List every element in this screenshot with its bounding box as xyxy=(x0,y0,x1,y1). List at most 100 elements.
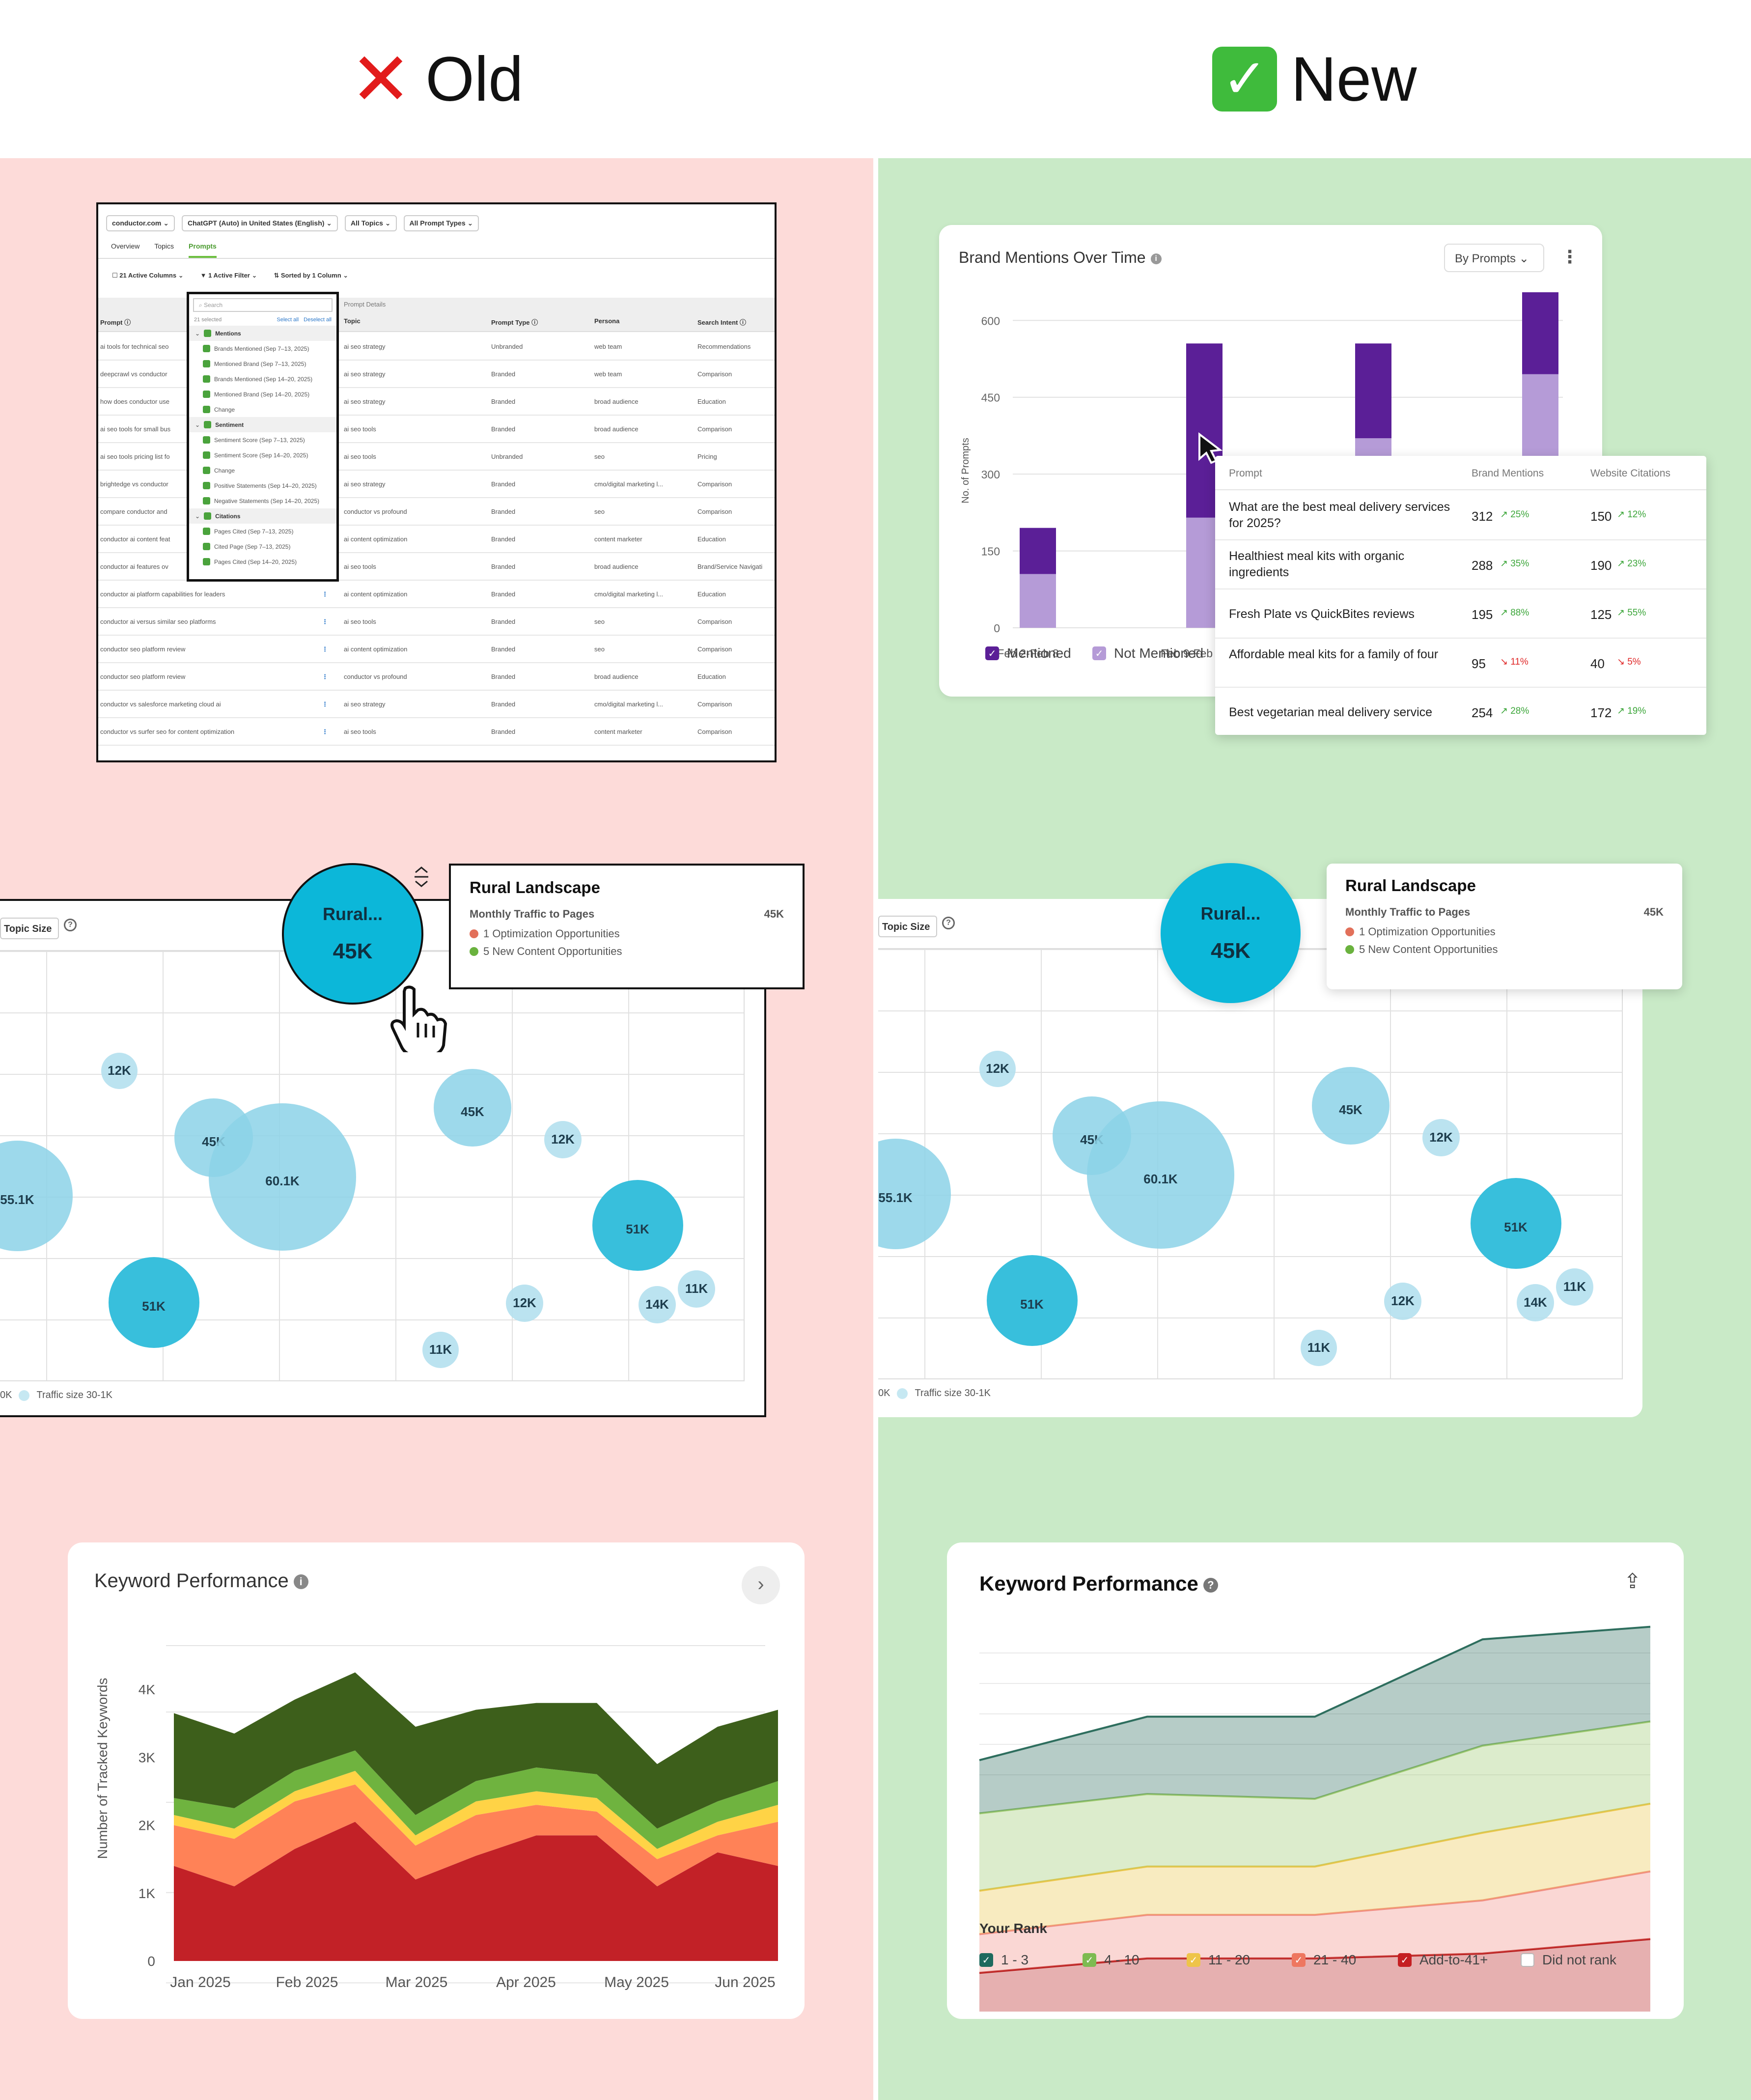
topic-size-dropdown[interactable]: Topic Size xyxy=(0,918,59,939)
table-row[interactable]: how does conductor use ai seo strategy Bra… xyxy=(98,388,775,416)
topic-bubble[interactable]: 11K xyxy=(422,1332,459,1368)
by-prompts-dropdown[interactable]: By Prompts ⌄ xyxy=(1444,244,1544,272)
popover-row[interactable]: What are the best meal delivery services… xyxy=(1215,491,1706,540)
legend-mentioned[interactable]: ✓ Mentioned xyxy=(985,645,1071,661)
kebab-menu-icon[interactable]: ⋮ xyxy=(1561,247,1579,267)
topic-bubble[interactable]: 51K xyxy=(592,1179,683,1271)
column-option[interactable]: Mentioned Brand (Sep 7–13, 2025) xyxy=(189,356,336,371)
table-row[interactable]: compare conductor and conductor vs profou… xyxy=(98,498,775,526)
popover-row[interactable]: Best vegetarian meal delivery service 254… xyxy=(1215,688,1706,735)
bar-not-mentioned[interactable] xyxy=(1020,574,1056,628)
filter-chip[interactable]: All Topics ⌄ xyxy=(345,215,397,231)
column-option[interactable]: Pages Cited (Sep 7–13, 2025) xyxy=(189,524,336,539)
toolbar-button[interactable]: ▼ 1 Active Filter ⌄ xyxy=(200,272,257,279)
table-row[interactable]: conductor ai platform capabilities for l… xyxy=(98,581,775,608)
column-header-search-intent[interactable]: Search Intent ⓘ xyxy=(697,319,746,326)
table-row[interactable]: conductor vs salesforce marketing cloud … xyxy=(98,691,775,718)
column-option[interactable]: Change xyxy=(189,463,336,478)
topic-bubble[interactable]: 12K xyxy=(1422,1119,1460,1156)
row-menu-icon[interactable]: ⋮ xyxy=(322,728,328,735)
column-header-topic[interactable]: Topic xyxy=(344,317,361,325)
column-option[interactable]: Mentioned Brand (Sep 14–20, 2025) xyxy=(189,387,336,402)
help-icon[interactable]: ? xyxy=(942,917,955,929)
rural-bubble[interactable]: Rural... 45K xyxy=(1161,863,1301,1003)
row-menu-icon[interactable]: ⋮ xyxy=(322,673,328,680)
filter-chip[interactable]: ChatGPT (Auto) in United States (English… xyxy=(181,215,338,231)
table-row[interactable]: conductor seo platform review conductor v… xyxy=(98,663,775,691)
topic-bubble[interactable]: 51K xyxy=(986,1255,1078,1346)
column-option[interactable]: Brands Mentioned (Sep 7–13, 2025) xyxy=(189,341,336,356)
help-icon[interactable]: ? xyxy=(1203,1577,1218,1593)
next-icon[interactable]: › xyxy=(742,1566,780,1604)
select-all-link[interactable]: Select all xyxy=(277,317,299,323)
legend-not-mentioned[interactable]: ✓ Not Mentioned xyxy=(1092,645,1203,661)
column-option[interactable]: Sentiment Score (Sep 7–13, 2025) xyxy=(189,432,336,448)
toolbar-button[interactable]: ☐ 21 Active Columns ⌄ xyxy=(112,272,184,279)
rank-legend-item[interactable]: ✓ 11 - 20 xyxy=(1187,1952,1250,1968)
column-option[interactable]: Cited Page (Sep 7–13, 2025) xyxy=(189,539,336,554)
topic-bubble[interactable]: 12K xyxy=(544,1121,582,1158)
column-group[interactable]: ⌄ Sentiment xyxy=(189,417,336,432)
rural-bubble[interactable]: Rural... 45K xyxy=(282,863,423,1005)
bar-mentioned[interactable] xyxy=(1020,528,1056,574)
column-header-prompt-type[interactable]: Prompt Type ⓘ xyxy=(491,319,538,326)
topic-bubble[interactable]: 14K xyxy=(1517,1284,1554,1321)
topic-bubble[interactable]: 60.1K xyxy=(1087,1101,1234,1249)
topic-bubble[interactable]: 12K xyxy=(1384,1283,1421,1320)
filter-chip[interactable]: All Prompt Types ⌄ xyxy=(403,215,479,231)
tab-prompts[interactable]: Prompts xyxy=(189,242,217,258)
column-option[interactable]: Pages Cited (Sep 14–20, 2025) xyxy=(189,554,336,569)
topic-bubble[interactable]: 12K xyxy=(101,1053,138,1089)
tab-overview[interactable]: Overview xyxy=(111,242,140,250)
table-row[interactable]: deepcrawl vs conductor ai seo strategy Bra… xyxy=(98,361,775,388)
rank-legend-item[interactable]: Did not rank xyxy=(1521,1952,1616,1968)
column-option[interactable]: Positive Statements (Sep 14–20, 2025) xyxy=(189,478,336,493)
topic-bubble[interactable]: 45K xyxy=(1312,1067,1390,1145)
tab-topics[interactable]: Topics xyxy=(154,242,174,250)
topic-bubble[interactable]: 11K xyxy=(1556,1268,1593,1306)
column-option[interactable]: Change xyxy=(189,402,336,417)
rank-legend-item[interactable]: ✓ Add-to-41+ xyxy=(1398,1952,1488,1968)
bar-mentioned[interactable] xyxy=(1355,343,1391,439)
table-row[interactable]: conductor ai content feat ai content opti… xyxy=(98,526,775,553)
popover-row[interactable]: Healthiest meal kits with organic ingred… xyxy=(1215,540,1706,589)
topic-bubble[interactable]: 11K xyxy=(1301,1330,1337,1366)
column-header-persona[interactable]: Persona xyxy=(594,317,620,325)
share-icon[interactable]: ⇪ xyxy=(1624,1569,1641,1593)
rank-legend-item[interactable]: ✓ 4 - 10 xyxy=(1083,1952,1140,1968)
row-menu-icon[interactable]: ⋮ xyxy=(322,700,328,708)
table-row[interactable]: ai seo tools for small bus ai seo tools Br… xyxy=(98,416,775,443)
resize-handle-icon[interactable] xyxy=(412,866,431,888)
column-group[interactable]: ⌄ Mentions xyxy=(189,326,336,341)
column-option[interactable]: Sentiment Score (Sep 14–20, 2025) xyxy=(189,448,336,463)
table-row[interactable]: conductor vs surfer seo for content opti… xyxy=(98,718,775,746)
rank-legend-item[interactable]: ✓ 1 - 3 xyxy=(979,1952,1028,1968)
row-menu-icon[interactable]: ⋮ xyxy=(322,618,328,625)
table-row[interactable]: conductor seo platform review ai content … xyxy=(98,636,775,663)
topic-bubble[interactable]: 60.1K xyxy=(209,1103,356,1251)
table-row[interactable]: conductor ai versus similar seo platform… xyxy=(98,608,775,636)
table-row[interactable]: conductor ai features ov ai seo tools Bran… xyxy=(98,553,775,581)
table-row[interactable]: ai tools for technical seo ai seo strateg… xyxy=(98,333,775,361)
toolbar-button[interactable]: ⇅ Sorted by 1 Column ⌄ xyxy=(274,272,349,279)
table-row[interactable]: ai seo tools pricing list fo ai seo tools… xyxy=(98,443,775,471)
rank-legend-item[interactable]: ✓ 21 - 40 xyxy=(1292,1952,1356,1968)
info-icon[interactable]: i xyxy=(293,1574,308,1590)
info-icon[interactable]: i xyxy=(1150,253,1162,264)
filter-chip[interactable]: conductor.com ⌄ xyxy=(106,215,175,231)
help-icon[interactable]: ? xyxy=(64,919,77,931)
bar-mentioned[interactable] xyxy=(1522,292,1558,374)
popover-row[interactable]: Fresh Plate vs QuickBites reviews 195 ↗ 88… xyxy=(1215,589,1706,639)
deselect-all-link[interactable]: Deselect all xyxy=(304,317,332,323)
topic-bubble[interactable]: 45K xyxy=(434,1069,511,1147)
column-header-prompt[interactable]: Prompt ⓘ xyxy=(100,319,131,326)
popover-row[interactable]: Affordable meal kits for a family of fou… xyxy=(1215,639,1706,688)
row-menu-icon[interactable]: ⋮ xyxy=(322,645,328,653)
column-option[interactable]: Brands Mentioned (Sep 14–20, 2025) xyxy=(189,371,336,387)
topic-bubble[interactable]: 51K xyxy=(108,1257,199,1348)
column-search-input[interactable]: ⌕ Search xyxy=(193,298,333,312)
table-row[interactable]: brightedge vs conductor ai seo strategy Br… xyxy=(98,471,775,498)
topic-bubble[interactable]: 11K xyxy=(678,1270,715,1308)
topic-bubble[interactable]: 12K xyxy=(979,1051,1016,1087)
topic-size-dropdown[interactable]: Topic Size xyxy=(878,916,937,937)
